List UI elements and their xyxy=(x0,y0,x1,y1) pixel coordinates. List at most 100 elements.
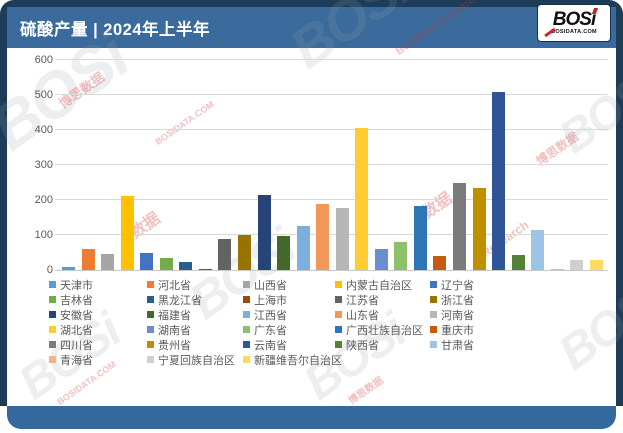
bar-湖北省 xyxy=(355,128,369,270)
legend-label: 四川省 xyxy=(60,339,93,352)
legend-label: 江苏省 xyxy=(346,294,379,307)
gridline xyxy=(55,164,608,165)
logo-domain-text: BOSIDATA.COM xyxy=(551,29,597,36)
bar-山东省 xyxy=(316,204,330,270)
legend-marker-icon xyxy=(243,341,250,348)
bar-重庆市 xyxy=(433,255,447,270)
legend-label: 贵州省 xyxy=(158,339,191,352)
legend-item-山东省: 山东省 xyxy=(335,307,379,322)
bar-河北省 xyxy=(81,249,95,270)
legend-label: 新疆维吾尔自治区 xyxy=(254,354,342,367)
bar-辽宁省 xyxy=(140,252,154,270)
legend-marker-icon xyxy=(147,326,154,333)
legend-label: 内蒙古自治区 xyxy=(346,279,412,292)
bar-上海市 xyxy=(198,268,212,270)
legend-label: 陕西省 xyxy=(346,339,379,352)
legend-marker-icon xyxy=(430,311,437,318)
bar-安徽省 xyxy=(257,195,271,270)
bar-广西壮族自治区 xyxy=(413,206,427,270)
legend-marker-icon xyxy=(147,341,154,348)
bar-福建省 xyxy=(277,236,291,270)
legend-marker-icon xyxy=(49,281,56,288)
legend-label: 广东省 xyxy=(254,324,287,337)
legend-item-安徽省: 安徽省 xyxy=(49,307,93,322)
legend-item-宁夏回族自治区: 宁夏回族自治区 xyxy=(147,352,235,367)
legend-marker-icon xyxy=(335,296,342,303)
legend-item-新疆维吾尔自治区: 新疆维吾尔自治区 xyxy=(243,352,342,367)
y-tick-label: 600 xyxy=(34,54,53,66)
gridline xyxy=(55,59,608,60)
gridline xyxy=(55,94,608,95)
legend-label: 湖北省 xyxy=(60,324,93,337)
plot-area xyxy=(55,59,608,271)
legend-marker-icon xyxy=(243,311,250,318)
legend-label: 广西壮族自治区 xyxy=(346,324,423,337)
legend-item-云南省: 云南省 xyxy=(243,337,287,352)
legend-marker-icon xyxy=(49,326,56,333)
legend-marker-icon xyxy=(243,356,250,363)
legend-label: 天津市 xyxy=(60,279,93,292)
logo-brand-text: BOSi xyxy=(553,8,599,29)
logo-red-dot-icon xyxy=(592,8,599,15)
legend-marker-icon xyxy=(335,311,342,318)
page-title: 硫酸产量 | 2024年上半年 xyxy=(20,20,210,39)
legend-item-上海市: 上海市 xyxy=(243,292,287,307)
legend-item-河南省: 河南省 xyxy=(430,307,474,322)
legend-item-贵州省: 贵州省 xyxy=(147,337,191,352)
header-band: 硫酸产量 | 2024年上半年 xyxy=(7,7,616,48)
y-tick-label: 300 xyxy=(34,159,53,171)
legend-label: 辽宁省 xyxy=(441,279,474,292)
gridline xyxy=(55,129,608,130)
bar-天津市 xyxy=(62,267,75,270)
legend-item-四川省: 四川省 xyxy=(49,337,93,352)
legend-marker-icon xyxy=(147,356,154,363)
y-tick-label: 500 xyxy=(34,89,53,101)
legend-item-辽宁省: 辽宁省 xyxy=(430,277,474,292)
legend-item-黑龙江省: 黑龙江省 xyxy=(147,292,202,307)
legend-item-湖南省: 湖南省 xyxy=(147,322,191,337)
bar-贵州省 xyxy=(472,188,486,270)
legend-label: 重庆市 xyxy=(441,324,474,337)
footer-band xyxy=(7,406,616,429)
legend-marker-icon xyxy=(335,326,342,333)
legend-item-浙江省: 浙江省 xyxy=(430,292,474,307)
y-tick-label: 400 xyxy=(34,124,53,136)
legend-item-甘肃省: 甘肃省 xyxy=(430,337,474,352)
bar-新疆维吾尔自治区 xyxy=(589,260,603,270)
legend-marker-icon xyxy=(430,341,437,348)
y-tick-label: 100 xyxy=(34,229,53,241)
bar-广东省 xyxy=(394,241,408,270)
gridline xyxy=(55,234,608,235)
bar-山西省 xyxy=(101,254,115,270)
bar-四川省 xyxy=(453,183,466,270)
bar-青海省 xyxy=(550,268,564,270)
legend-item-陕西省: 陕西省 xyxy=(335,337,379,352)
legend-marker-icon xyxy=(147,296,154,303)
legend-item-重庆市: 重庆市 xyxy=(430,322,474,337)
legend-label: 江西省 xyxy=(254,309,287,322)
bar-黑龙江省 xyxy=(179,262,193,270)
legend-item-天津市: 天津市 xyxy=(49,277,93,292)
gridline xyxy=(55,199,608,200)
legend-item-江西省: 江西省 xyxy=(243,307,287,322)
legend-label: 甘肃省 xyxy=(441,339,474,352)
bar-江西省 xyxy=(296,225,310,270)
legend-item-江苏省: 江苏省 xyxy=(335,292,379,307)
legend-marker-icon xyxy=(243,296,250,303)
legend-label: 宁夏回族自治区 xyxy=(158,354,235,367)
legend-label: 安徽省 xyxy=(60,309,93,322)
legend-marker-icon xyxy=(430,326,437,333)
legend-marker-icon xyxy=(335,341,342,348)
legend-label: 上海市 xyxy=(254,294,287,307)
legend-marker-icon xyxy=(147,311,154,318)
bar-宁夏回族自治区 xyxy=(570,260,584,270)
bar-甘肃省 xyxy=(531,230,545,270)
bar-湖南省 xyxy=(374,249,388,270)
bar-内蒙古自治区 xyxy=(120,195,134,270)
legend-item-广东省: 广东省 xyxy=(243,322,287,337)
bar-云南省 xyxy=(492,91,506,270)
legend-label: 黑龙江省 xyxy=(158,294,202,307)
legend-item-广西壮族自治区: 广西壮族自治区 xyxy=(335,322,423,337)
legend-marker-icon xyxy=(430,296,437,303)
